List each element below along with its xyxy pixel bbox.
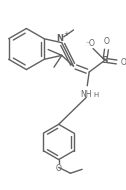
Text: H: H (93, 92, 99, 97)
Text: O: O (120, 58, 126, 67)
Text: O: O (56, 164, 62, 173)
Text: NH: NH (81, 90, 92, 99)
Text: ⁻O: ⁻O (85, 39, 95, 48)
Text: +: + (64, 31, 70, 37)
Text: N: N (56, 34, 63, 43)
Text: S: S (102, 56, 108, 65)
Text: O: O (104, 37, 110, 46)
